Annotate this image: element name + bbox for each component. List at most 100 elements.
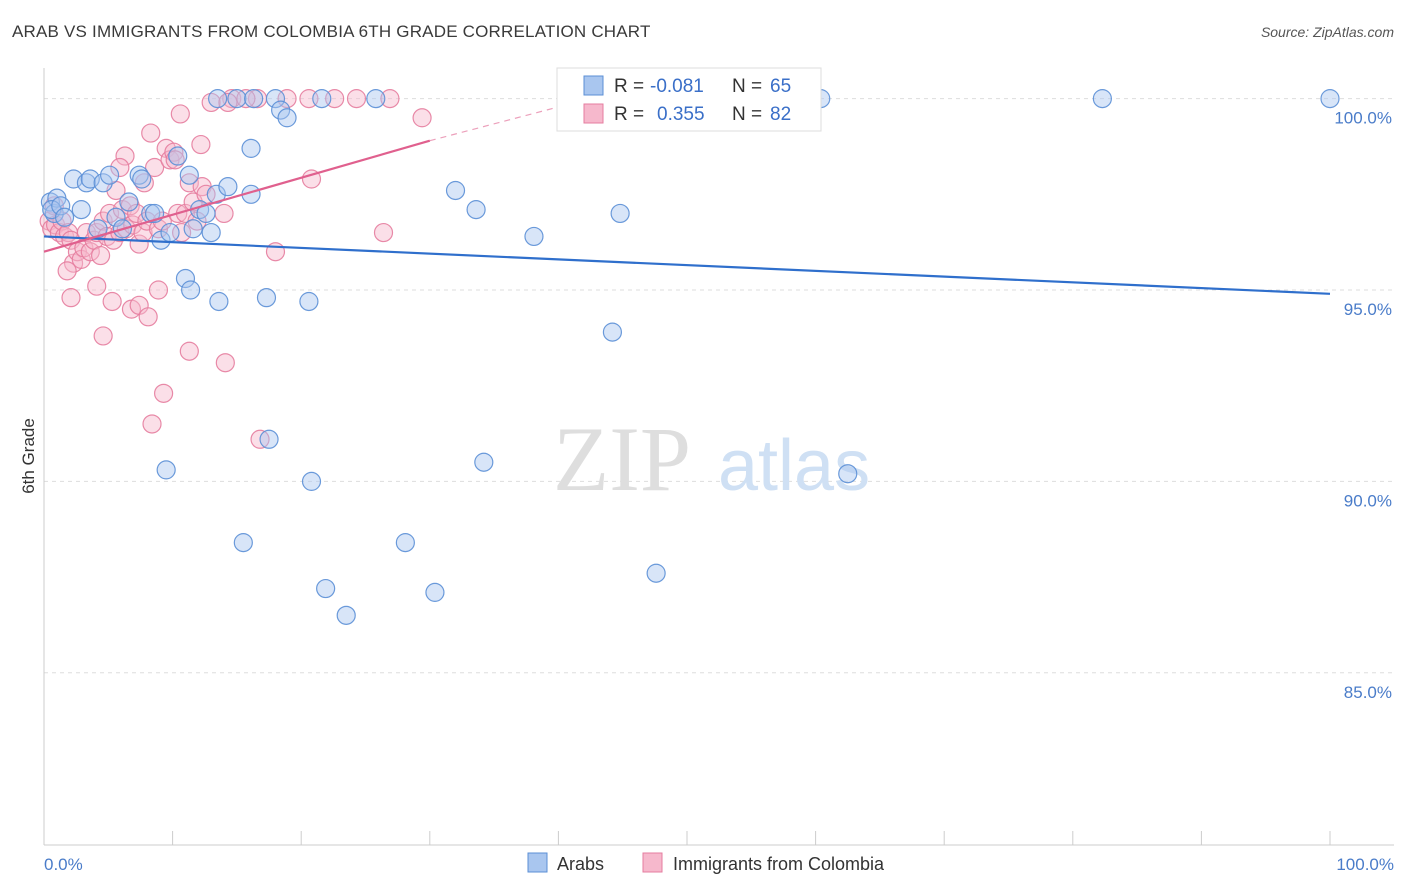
- colombia-point: [90, 245, 111, 266]
- y-tick-label: 85.0%: [1344, 683, 1392, 702]
- colombia-point: [57, 261, 77, 281]
- colombia-point: [277, 89, 297, 109]
- arabs-point: [395, 533, 415, 553]
- watermark-atlas: atlas: [718, 426, 870, 506]
- colombia-point: [142, 414, 162, 434]
- bottom-legend-label-colombia: Immigrants from Colombia: [673, 854, 885, 874]
- arabs-point: [119, 192, 139, 212]
- colombia-point: [110, 157, 130, 178]
- y-axis-label: 6th Grade: [19, 418, 38, 494]
- colombia-point: [164, 142, 184, 162]
- arabs-point: [51, 196, 71, 216]
- legend-n-value-arabs: 65: [770, 76, 791, 97]
- arabs-point: [208, 89, 228, 109]
- arabs-point: [466, 200, 486, 220]
- arabs-point: [299, 291, 319, 312]
- y-tick-label: 95.0%: [1344, 300, 1392, 319]
- legend-r-value-colombia: 0.355: [657, 104, 705, 125]
- arabs-point: [160, 222, 180, 243]
- colombia-point: [346, 89, 367, 109]
- arabs-point: [209, 291, 229, 312]
- arabs-point: [301, 471, 322, 491]
- colombia-point: [80, 242, 100, 262]
- colombia-point: [191, 134, 211, 155]
- colombia-point: [170, 104, 190, 124]
- colombia-points: [39, 89, 432, 449]
- arabs-point: [1092, 89, 1112, 109]
- colombia-point: [373, 222, 394, 243]
- arabs-point: [271, 100, 291, 120]
- arabs-point: [244, 89, 264, 109]
- colombia-point: [222, 89, 242, 109]
- axes: [43, 68, 1394, 846]
- arabs-point: [233, 533, 253, 553]
- colombia-point: [179, 173, 199, 193]
- arabs-point: [76, 173, 97, 193]
- arabs-point: [838, 464, 858, 484]
- arabs-point: [156, 460, 176, 480]
- arabs-point: [646, 563, 666, 583]
- arabs-point: [206, 184, 226, 204]
- arabs-point: [316, 578, 336, 599]
- colombia-trend-line: [43, 139, 431, 253]
- colombia-point: [153, 383, 174, 403]
- arabs-point: [265, 89, 286, 109]
- arabs-point: [259, 429, 279, 449]
- legend-n-label-colombia: N =: [732, 104, 762, 125]
- arabs-point: [168, 146, 188, 166]
- colombia-point: [179, 341, 199, 361]
- y-tick-labels: 85.0% 90.0% 95.0% 100.0%: [1334, 109, 1392, 702]
- arabs-point: [179, 165, 199, 185]
- arabs-point: [227, 89, 247, 109]
- x-tick-label-min: 0.0%: [44, 855, 83, 874]
- bottom-legend-swatch-colombia: [642, 852, 663, 873]
- arabs-point: [183, 219, 203, 239]
- arabs-point: [336, 605, 356, 625]
- colombia-point: [141, 123, 161, 143]
- arabs-point: [256, 288, 277, 308]
- arabs-point: [106, 207, 126, 227]
- arabs-point: [366, 89, 386, 109]
- arabs-points: [40, 89, 1340, 625]
- chart-title: ARAB VS IMMIGRANTS FROM COLOMBIA 6TH GRA…: [12, 22, 651, 41]
- source-credit: Source: ZipAtlas.com: [1260, 24, 1394, 40]
- arabs-trend-line: [43, 235, 1331, 295]
- legend-r-value-arabs: -0.081: [650, 76, 704, 97]
- arabs-point: [71, 200, 91, 220]
- arabs-point: [241, 138, 261, 158]
- watermark-zip: ZIP: [553, 408, 691, 510]
- arabs-point: [277, 108, 297, 128]
- arabs-point: [425, 582, 445, 602]
- gridlines: [44, 98, 1394, 674]
- stats-legend: R = -0.081 N = 65 R = 0.355 N = 82: [556, 67, 822, 132]
- arabs-point: [99, 165, 120, 185]
- arabs-point: [54, 207, 75, 227]
- colombia-point: [144, 157, 165, 178]
- arabs-point: [312, 89, 332, 109]
- colombia-point: [102, 291, 122, 312]
- bottom-legend-swatch-arabs: [527, 852, 548, 873]
- colombia-point: [138, 307, 158, 327]
- arabs-point: [1320, 89, 1340, 109]
- arabs-point: [445, 180, 466, 201]
- legend-r-label-arabs: R =: [614, 76, 644, 97]
- colombia-point: [115, 146, 135, 166]
- arabs-point: [201, 222, 221, 243]
- colombia-point: [412, 108, 432, 128]
- colombia-point: [87, 276, 107, 296]
- x-axis-ticks: [43, 831, 1331, 845]
- arabs-point: [524, 226, 544, 247]
- arabs-point: [610, 203, 630, 224]
- arabs-point: [80, 169, 100, 189]
- arabs-point: [63, 169, 84, 189]
- arabs-point: [602, 322, 623, 342]
- colombia-point: [214, 203, 234, 224]
- bottom-legend-label-arabs: Arabs: [557, 854, 604, 874]
- arabs-point: [93, 173, 113, 193]
- colombia-point: [215, 353, 235, 373]
- legend-swatch-colombia: [583, 103, 604, 124]
- watermark: ZIP atlas: [553, 408, 870, 510]
- arabs-point: [175, 268, 196, 289]
- arabs-point: [181, 280, 201, 300]
